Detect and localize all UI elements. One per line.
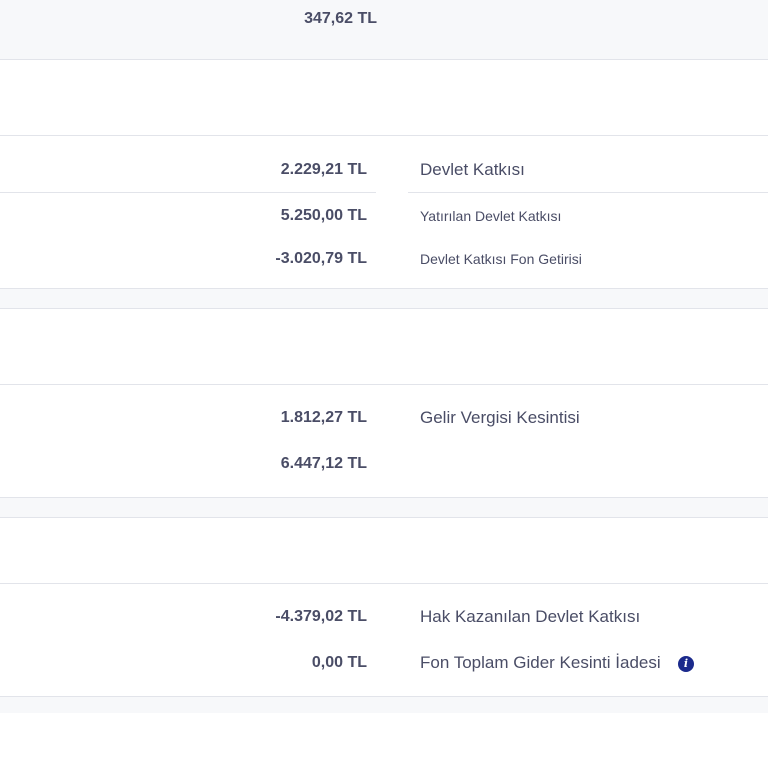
bottom-spacer xyxy=(0,697,768,713)
devlet-katkisi-section: 2.229,21 TL Devlet Katkısı 5.250,00 TL Y… xyxy=(0,136,768,289)
devlet-katkisi-fon-getirisi-amount: -3.020,79 TL xyxy=(275,250,367,267)
gelir-vergisi-amount: 1.812,27 TL xyxy=(280,409,367,426)
top-amount: 347,62 TL xyxy=(304,10,377,27)
section-header-devlet-katkisi xyxy=(0,60,768,136)
devlet-katkisi-amount: 2.229,21 TL xyxy=(280,161,367,178)
hak-kazanilan-amount: -4.379,02 TL xyxy=(275,608,367,625)
yatirilan-devlet-katkisi-label: Yatırılan Devlet Katkısı xyxy=(420,208,562,224)
divider-right xyxy=(408,192,768,193)
yatirilan-devlet-katkisi-amount: 5.250,00 TL xyxy=(280,207,367,224)
devlet-katkisi-label: Devlet Katkısı xyxy=(420,160,525,179)
info-icon[interactable]: i xyxy=(678,656,694,672)
summary-row-top: 347,62 TL xyxy=(0,0,768,60)
section-header-gelir-vergisi xyxy=(0,309,768,385)
gelir-vergisi-label: Gelir Vergisi Kesintisi xyxy=(420,408,580,427)
devlet-katkisi-fon-getirisi-label: Devlet Katkısı Fon Getirisi xyxy=(420,251,582,267)
section-spacer xyxy=(0,288,768,309)
hak-kazanilan-label: Hak Kazanılan Devlet Katkısı xyxy=(420,607,641,626)
divider-left xyxy=(0,192,376,193)
gider-kesinti-iadesi-amount: 0,00 TL xyxy=(311,654,367,671)
section-header-hak-kazanilan xyxy=(0,518,768,584)
gelir-vergisi-second-amount: 6.447,12 TL xyxy=(280,455,367,472)
gelir-vergisi-section: 1.812,27 TL Gelir Vergisi Kesintisi 6.44… xyxy=(0,385,768,498)
gider-kesinti-iadesi-label: Fon Toplam Gider Kesinti İadesi xyxy=(420,653,661,672)
hak-kazanilan-section: -4.379,02 TL Hak Kazanılan Devlet Katkıs… xyxy=(0,584,768,697)
section-spacer xyxy=(0,498,768,518)
